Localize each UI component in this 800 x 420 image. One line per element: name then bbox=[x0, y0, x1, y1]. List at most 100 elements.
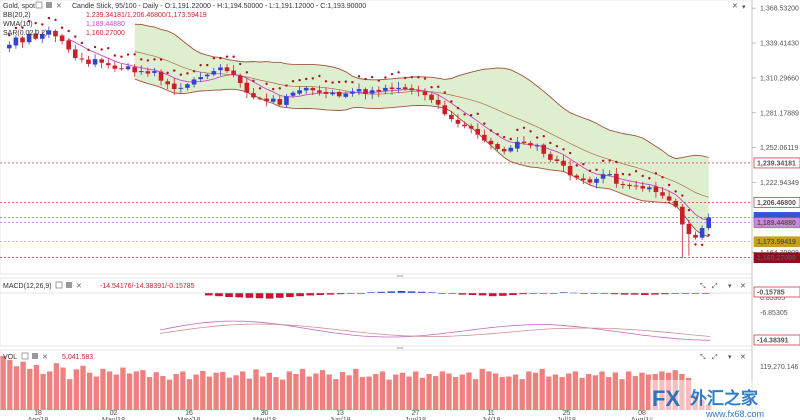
sar-dot bbox=[483, 122, 486, 125]
sar-dot bbox=[311, 77, 315, 80]
candle-body bbox=[13, 37, 19, 46]
candle-body bbox=[633, 185, 639, 187]
volume-bar bbox=[47, 371, 53, 410]
sar-dot bbox=[331, 81, 334, 84]
symbol-label: Gold, spot bbox=[3, 3, 35, 10]
maximize-icon[interactable]: ⤢ bbox=[712, 354, 718, 361]
sar-dot bbox=[179, 73, 183, 76]
sar-dot bbox=[476, 112, 479, 116]
volume-bar bbox=[486, 371, 492, 410]
volume-bar bbox=[652, 374, 658, 410]
sar-dot bbox=[212, 57, 216, 60]
sar-dot bbox=[232, 55, 235, 58]
bb-values: 1,239.34181/1,206.46800/1,173.59419 bbox=[86, 12, 207, 19]
sar-dot bbox=[700, 243, 704, 247]
macd-histogram-bar bbox=[336, 293, 345, 295]
sar-dot bbox=[34, 21, 37, 25]
volume-bar bbox=[319, 370, 326, 410]
x-tick-day: 16 bbox=[185, 410, 193, 417]
candle-body bbox=[396, 87, 401, 89]
volume-bar bbox=[279, 379, 286, 410]
sar-dot bbox=[430, 86, 433, 89]
sar-dot bbox=[87, 48, 90, 51]
sar-dot bbox=[54, 18, 57, 22]
candle-body bbox=[224, 67, 230, 72]
volume-bar bbox=[492, 373, 499, 410]
bollinger-upper-line bbox=[134, 23, 709, 160]
indicator-row-bb[interactable]: BB(20,2) 1,239.34181/1,206.46800/1,173.5… bbox=[3, 12, 207, 19]
arrow-down-icon[interactable]: ▾ bbox=[728, 354, 732, 361]
expand-icon[interactable] bbox=[21, 352, 29, 360]
price-marker-label: 1,206.46800 bbox=[757, 200, 796, 207]
macd-histogram-bar bbox=[590, 293, 598, 294]
candle-body bbox=[6, 44, 12, 49]
sar-dot bbox=[252, 79, 255, 82]
square-icon[interactable] bbox=[66, 282, 72, 288]
sar-dot bbox=[272, 87, 275, 91]
candle-body bbox=[198, 77, 203, 80]
sar-dot bbox=[291, 80, 295, 83]
sar-dot bbox=[667, 183, 671, 187]
close-icon[interactable]: ✕ bbox=[732, 3, 738, 10]
close-icon[interactable]: ✕ bbox=[740, 283, 746, 290]
price-marker-box bbox=[753, 196, 800, 208]
candle-body bbox=[607, 174, 613, 176]
collapse-icon[interactable]: ⤡ bbox=[700, 354, 706, 361]
sar-dot bbox=[615, 160, 618, 164]
candle-body bbox=[178, 87, 184, 89]
macd-panel-controls: ⤡ ⤢ ▾ ✕ bbox=[700, 283, 746, 290]
volume-bar bbox=[286, 371, 292, 410]
arrow-down-icon[interactable]: ▾ bbox=[742, 4, 746, 11]
sar-dot bbox=[509, 137, 512, 141]
sar-dot bbox=[595, 168, 598, 171]
collapse-icon[interactable]: ⤡ bbox=[700, 283, 706, 290]
volume-bar bbox=[472, 379, 479, 410]
sar-dot bbox=[278, 87, 282, 90]
candle-body bbox=[363, 89, 368, 94]
candle-body bbox=[105, 63, 111, 66]
volume-bar bbox=[419, 377, 426, 410]
close-icon[interactable]: ✕ bbox=[42, 354, 48, 361]
drag-handle-icon[interactable] bbox=[396, 346, 404, 350]
sar-dot bbox=[173, 69, 176, 72]
volume-bar bbox=[133, 371, 139, 410]
volume-bar bbox=[260, 376, 266, 410]
candle-body bbox=[99, 59, 104, 63]
volume-bar bbox=[106, 371, 113, 410]
maximize-icon[interactable]: ⤢ bbox=[712, 283, 718, 290]
candle-body bbox=[270, 98, 276, 102]
macd-histogram-bar bbox=[357, 293, 365, 294]
volume-bar bbox=[213, 372, 219, 410]
drag-handle-icon[interactable] bbox=[396, 274, 404, 278]
candle-body bbox=[244, 82, 250, 93]
arrow-down-icon[interactable]: ▾ bbox=[728, 283, 732, 290]
candle-body bbox=[330, 92, 335, 95]
close-icon[interactable]: ✕ bbox=[76, 283, 82, 290]
square-icon[interactable] bbox=[32, 353, 38, 359]
expand-icon[interactable] bbox=[35, 1, 43, 9]
volume-bar bbox=[87, 372, 93, 410]
volume-bar bbox=[346, 375, 352, 410]
sar-dot bbox=[107, 46, 110, 50]
candle-body bbox=[185, 84, 190, 88]
candle-body bbox=[145, 71, 151, 74]
sar-dot bbox=[621, 172, 625, 176]
close-icon[interactable]: ✕ bbox=[740, 354, 746, 361]
volume-bar bbox=[619, 379, 625, 410]
close-icon[interactable]: ✕ bbox=[56, 3, 62, 10]
square-icon[interactable] bbox=[46, 2, 52, 8]
sar-dot bbox=[450, 100, 453, 103]
volume-bar bbox=[512, 374, 519, 410]
indicator-row-sar[interactable]: SAR(0.02,0.2) 1,160.27000 bbox=[3, 30, 125, 37]
candle-body bbox=[693, 234, 698, 238]
x-tick-month: Jul/18 bbox=[557, 417, 576, 420]
price-marker-box bbox=[753, 252, 800, 264]
expand-icon[interactable] bbox=[55, 281, 63, 289]
sar-dot bbox=[575, 164, 578, 167]
volume-bar bbox=[20, 361, 26, 410]
sar-dot bbox=[239, 62, 242, 66]
indicator-row-wma[interactable]: WMA(10) 1,189.44880 bbox=[3, 21, 125, 28]
sar-dot bbox=[529, 130, 532, 133]
candle-body bbox=[218, 67, 223, 71]
macd-histogram-bar bbox=[641, 293, 649, 295]
